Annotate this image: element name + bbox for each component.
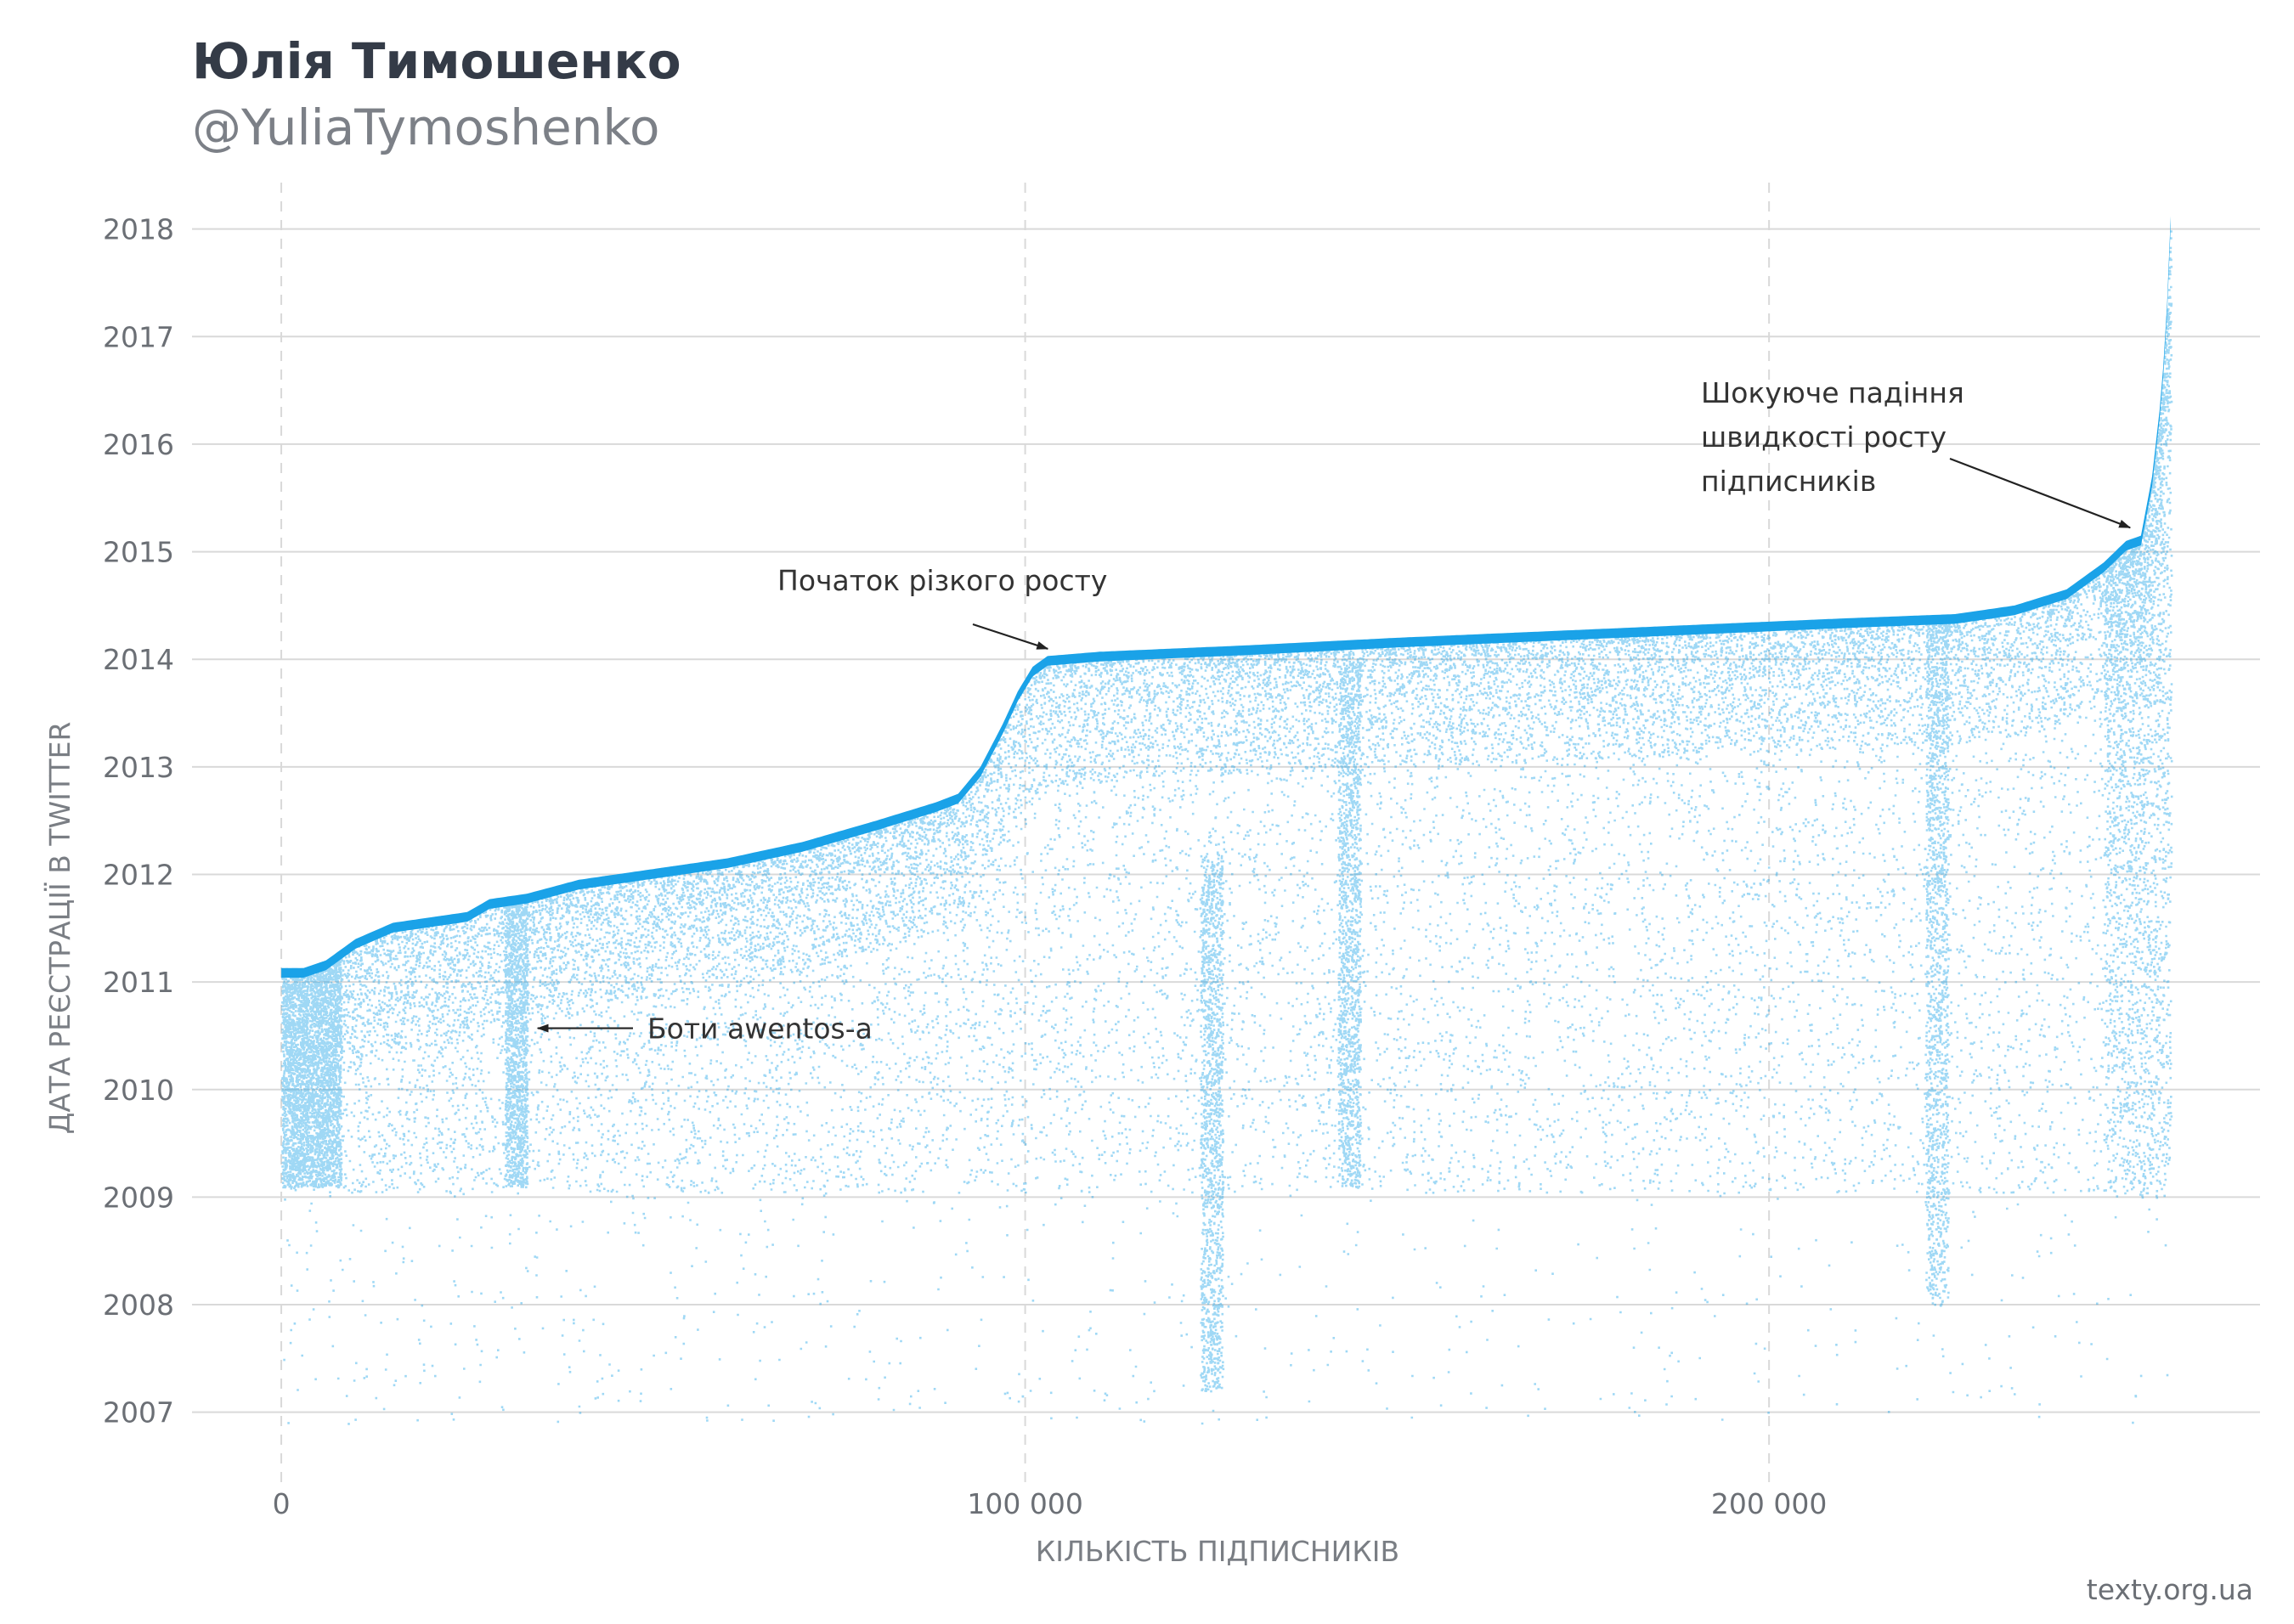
y-tick-label: 2009 (103, 1181, 174, 1214)
x-tick-label: 200 000 (1711, 1487, 1827, 1520)
y-tick-label: 2014 (103, 643, 174, 676)
points-layer (281, 216, 2173, 1425)
source-credit: texty.org.ua (2086, 1573, 2253, 1606)
grid-layer (192, 183, 2260, 1482)
x-tick-label: 100 000 (967, 1487, 1082, 1520)
y-tick-label: 2013 (103, 751, 174, 784)
y-tick-label: 2018 (103, 213, 174, 246)
y-tick-label: 2011 (103, 966, 174, 999)
y-tick-label: 2008 (103, 1288, 174, 1322)
y-tick-label: 2015 (103, 536, 174, 569)
y-tick-label: 2016 (103, 428, 174, 461)
annotation-drop-line-1: Шокуюче падіння (1701, 376, 1964, 409)
annotation-growth-start: Початок різкого росту (777, 564, 1107, 597)
annotation-drop-line-3: підписників (1701, 465, 1876, 498)
annotation-drop-line-2: швидкості росту (1701, 420, 1947, 454)
scatter-points (281, 230, 2173, 1425)
x-tick-label: 0 (273, 1487, 291, 1520)
annotation-bots: Боти awentos-a (647, 1012, 873, 1046)
y-axis-title: ДАТА РЕЄСТРАЦІЇ В TWITTER (43, 722, 76, 1135)
dense-edge-band (281, 216, 2171, 978)
y-tick-label: 2017 (103, 320, 174, 353)
y-tick-label: 2012 (103, 858, 174, 891)
chart-title: Юлія Тимошенко (192, 32, 681, 90)
ticks-layer: 2007 2008 2009 2010 2011 2012 2013 2014 2015 2016… (103, 213, 1827, 1520)
annotation-arrow-drop (1949, 457, 2132, 529)
y-tick-label: 2010 (103, 1074, 174, 1107)
annotation-arrow-growth (972, 623, 1049, 650)
x-axis-title: КІЛЬКІСТЬ ПІДПИСНИКІВ (1036, 1535, 1399, 1568)
chart-subtitle: @YuliaTymoshenko (192, 99, 660, 156)
y-tick-label: 2007 (103, 1396, 174, 1429)
